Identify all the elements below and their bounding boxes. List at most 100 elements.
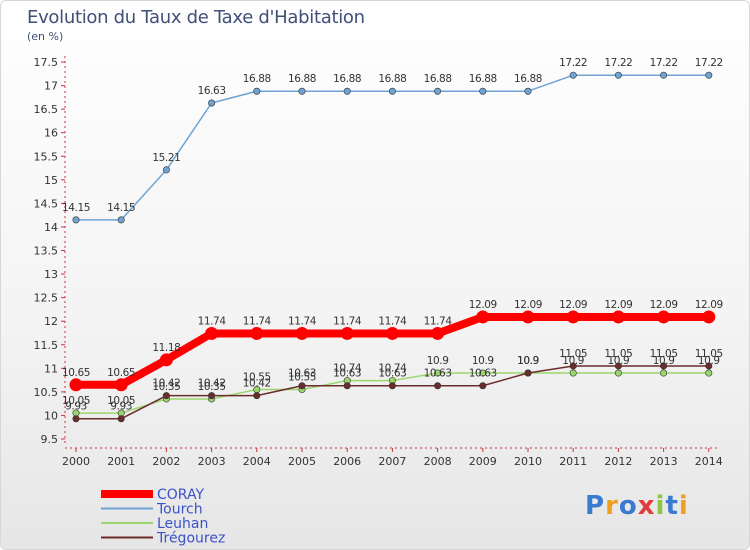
y-tick-label: 11 [44, 362, 58, 375]
point-tregourez [434, 382, 442, 390]
point-coray [476, 310, 490, 324]
y-tick-label: 17.5 [34, 56, 59, 69]
point-leuhan [479, 369, 487, 377]
point-coray [431, 326, 445, 340]
x-tick-label: 2014 [695, 455, 723, 468]
data-label-tourch: 17.22 [650, 57, 678, 69]
data-label-tregourez: 10.9 [517, 355, 539, 367]
data-label-tourch: 14.15 [107, 202, 135, 214]
data-label-leuhan: 10.74 [333, 363, 362, 375]
x-tick-label: 2010 [514, 455, 542, 468]
point-leuhan [614, 369, 622, 377]
point-tregourez [162, 392, 170, 400]
data-label-tourch: 14.15 [62, 202, 90, 214]
data-label-leuhan: 10.9 [653, 355, 675, 367]
chart-title: Evolution du Taux de Taxe d'Habitation [27, 7, 365, 28]
x-tick-label: 2000 [62, 455, 90, 468]
data-label-coray: 12.09 [604, 299, 632, 311]
point-tourch [253, 87, 261, 95]
point-tourch [434, 87, 442, 95]
data-label-coray: 12.09 [559, 299, 587, 311]
data-label-coray: 11.74 [288, 315, 317, 327]
point-coray [250, 326, 264, 340]
y-tick-label: 14.5 [34, 197, 59, 210]
data-label-leuhan: 10.9 [698, 355, 720, 367]
point-tregourez [72, 415, 80, 423]
point-coray [611, 310, 625, 324]
data-label-tourch: 16.88 [424, 73, 452, 85]
point-tregourez [479, 382, 487, 390]
data-label-tregourez: 10.63 [288, 368, 316, 380]
data-label-tregourez: 9.93 [65, 401, 87, 413]
data-label-leuhan: 10.35 [152, 381, 180, 393]
data-label-tourch: 17.22 [604, 57, 632, 69]
data-label-leuhan: 10.55 [288, 372, 316, 384]
y-tick-label: 9.5 [41, 433, 59, 446]
data-label-coray: 11.74 [243, 315, 272, 327]
data-label-leuhan: 10.9 [608, 355, 630, 367]
data-label-coray: 11.74 [424, 315, 453, 327]
point-coray [340, 326, 354, 340]
legend-label-coray: CORAY [157, 487, 204, 503]
y-tick-label: 16.5 [34, 103, 59, 116]
point-tourch [343, 87, 351, 95]
point-tourch [479, 87, 487, 95]
data-label-coray: 12.09 [695, 299, 723, 311]
data-label-tregourez: 10.63 [378, 368, 406, 380]
point-leuhan [705, 369, 713, 377]
x-tick-label: 2011 [559, 455, 587, 468]
data-label-tregourez: 9.93 [110, 401, 132, 413]
x-tick-label: 2001 [107, 455, 135, 468]
point-coray [205, 326, 219, 340]
legend-label-leuhan: Leuhan [157, 516, 208, 532]
x-tick-label: 2005 [288, 455, 316, 468]
point-tregourez [524, 369, 532, 377]
chart-subtitle: (en %) [27, 30, 64, 43]
data-label-tregourez: 10.63 [424, 368, 452, 380]
data-label-tregourez: 11.05 [559, 348, 587, 360]
axes: 9.51010.51111.51212.51313.51414.51515.51… [34, 56, 723, 468]
data-label-leuhan: 10.9 [562, 355, 584, 367]
point-tregourez [388, 382, 396, 390]
x-tick-label: 2006 [333, 455, 361, 468]
point-tregourez [208, 392, 216, 400]
y-tick-label: 10.5 [34, 386, 59, 399]
data-label-tourch: 16.88 [288, 73, 316, 85]
data-label-leuhan: 10.05 [62, 395, 90, 407]
series-points [69, 71, 716, 423]
point-tourch [298, 87, 306, 95]
data-label-tourch: 16.88 [469, 73, 497, 85]
point-coray [114, 378, 128, 392]
data-label-tregourez: 10.42 [198, 378, 226, 390]
data-label-coray: 10.65 [62, 367, 90, 379]
legend-label-tourch: Tourch [156, 502, 203, 518]
data-label-coray: 12.09 [469, 299, 497, 311]
data-label-coray: 10.65 [107, 367, 135, 379]
data-label-leuhan: 10.9 [517, 355, 539, 367]
y-tick-label: 15 [44, 174, 58, 187]
point-tregourez [298, 382, 306, 390]
data-label-tregourez: 11.05 [604, 348, 632, 360]
y-tick-label: 16 [44, 127, 58, 140]
y-tick-label: 14 [44, 221, 58, 234]
point-tregourez [117, 415, 125, 423]
point-tourch [705, 71, 713, 79]
data-label-tregourez: 11.05 [650, 348, 678, 360]
data-labels: 14.15 14.15 15.21 16.63 16.88 16.88 16.88 16.88… [62, 57, 723, 413]
point-tourch [162, 166, 170, 174]
y-tick-label: 12.5 [34, 292, 59, 305]
data-label-tourch: 17.22 [695, 57, 723, 69]
point-tregourez [705, 362, 713, 370]
y-tick-label: 17 [44, 80, 58, 93]
data-label-leuhan: 10.74 [378, 363, 407, 375]
point-tourch [72, 216, 80, 224]
data-label-coray: 11.18 [152, 342, 180, 354]
y-tick-label: 15.5 [34, 150, 59, 163]
data-label-tregourez: 10.63 [333, 368, 361, 380]
x-tick-label: 2012 [604, 455, 632, 468]
data-label-coray: 11.74 [333, 315, 362, 327]
data-label-leuhan: 10.05 [107, 395, 135, 407]
y-tick-label: 10 [44, 409, 58, 422]
data-label-leuhan: 10.9 [472, 355, 494, 367]
